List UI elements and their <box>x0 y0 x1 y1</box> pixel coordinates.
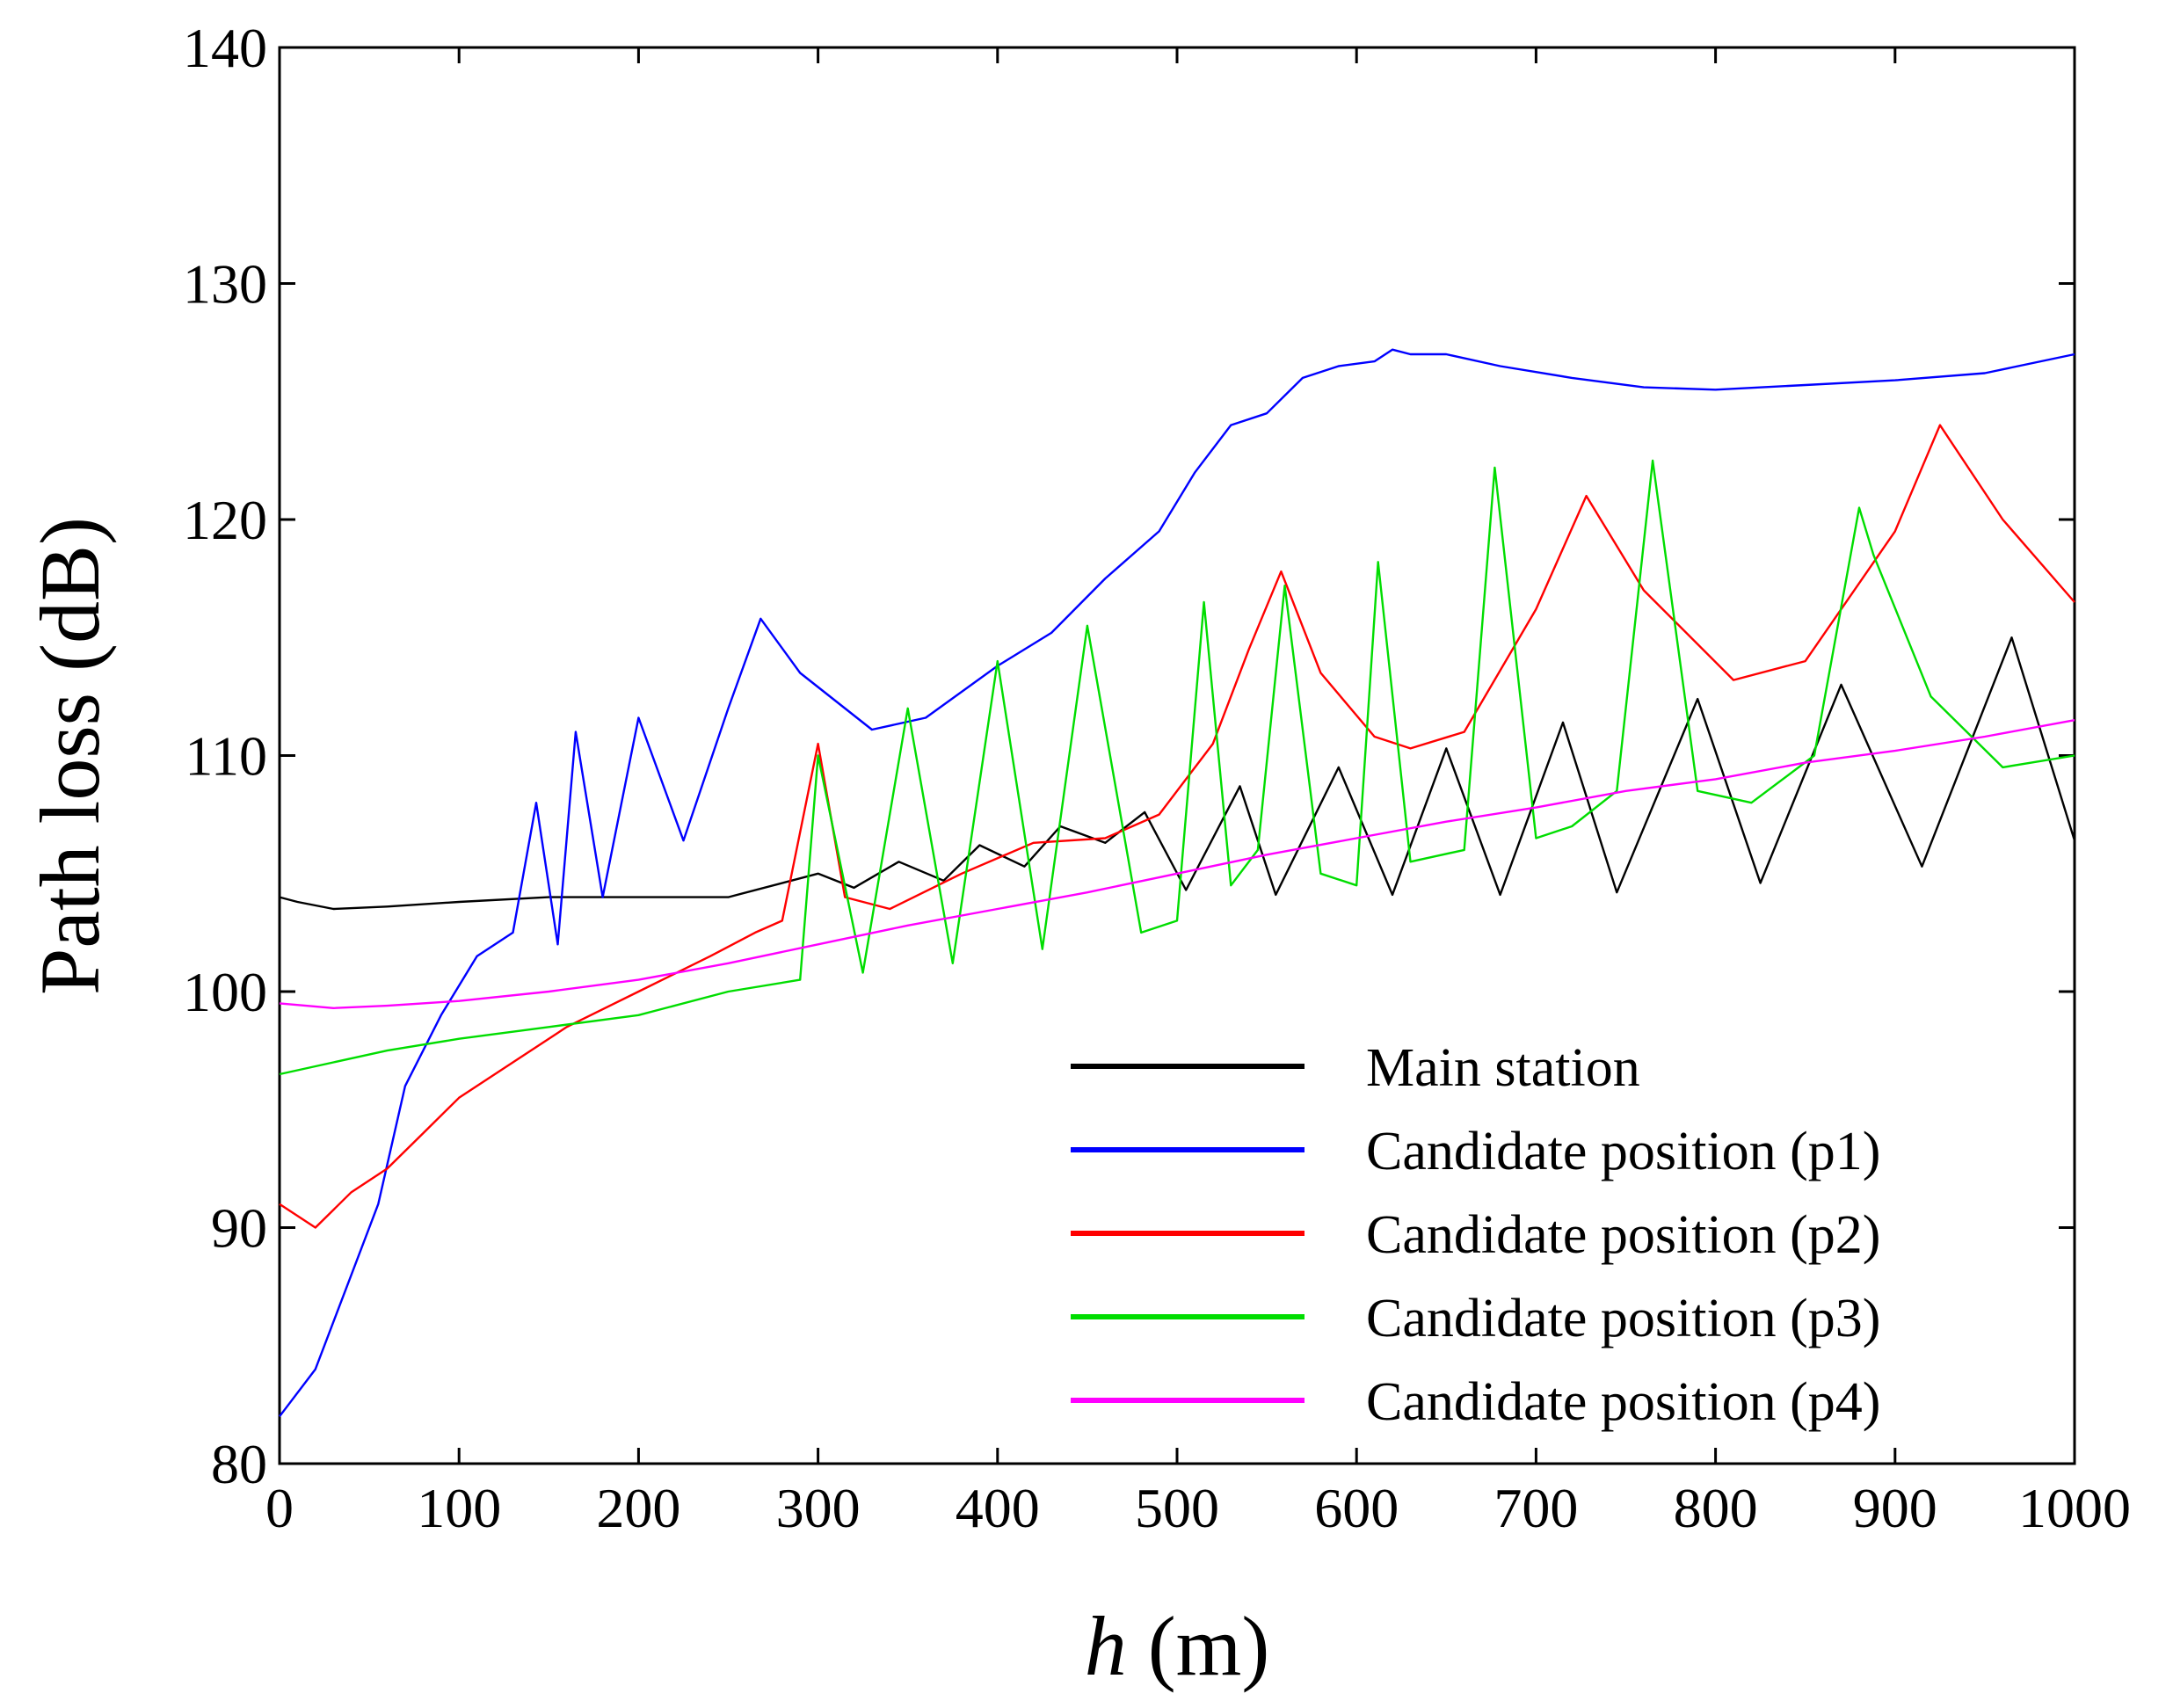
y-tick-label: 90 <box>211 1197 267 1260</box>
series-group <box>279 348 2076 1418</box>
series-line-2 <box>279 424 2075 1229</box>
x-tick-label: 800 <box>1674 1477 1758 1539</box>
series-line-1 <box>279 348 2075 1418</box>
legend-label-3: Candidate position (p3) <box>1366 1289 1880 1348</box>
series-line-3 <box>279 459 2075 1076</box>
y-tick-label: 100 <box>183 961 267 1023</box>
x-tick-label: 300 <box>776 1477 861 1539</box>
x-tick-label: 100 <box>417 1477 501 1539</box>
x-tick-label: 0 <box>265 1477 294 1539</box>
y-tick-label: 130 <box>183 253 267 316</box>
series-line-4 <box>279 719 2075 1010</box>
legend-label-1: Candidate position (p1) <box>1366 1122 1880 1181</box>
x-tick-label: 700 <box>1493 1477 1578 1539</box>
y-tick-label: 80 <box>211 1433 267 1495</box>
legend-label-0: Main station <box>1366 1038 1640 1098</box>
x-axis-label: h (m) <box>1085 1599 1270 1693</box>
x-tick-label: 900 <box>1853 1477 1937 1539</box>
x-axis-variable: h <box>1085 1599 1127 1693</box>
x-tick-label: 500 <box>1135 1477 1219 1539</box>
axis-ticks: 0 100 200 300 400 500 600 700 800 900 1000 80 90 100 1… <box>183 17 2131 1539</box>
x-tick-label: 600 <box>1314 1477 1399 1539</box>
series-line-0 <box>279 636 2076 911</box>
legend-label-2: Candidate position (p2) <box>1366 1205 1880 1265</box>
y-tick-label: 140 <box>183 17 267 79</box>
legend: Main station Candidate position (p1) Candi… <box>1071 1038 1880 1432</box>
x-tick-label: 200 <box>596 1477 680 1539</box>
x-tick-label: 1000 <box>2018 1477 2131 1539</box>
x-axis-unit: (m) <box>1127 1599 1270 1693</box>
y-tick-label: 120 <box>183 489 267 551</box>
x-tick-label: 400 <box>956 1477 1040 1539</box>
y-axis-label: Path loss (dB) <box>23 517 117 995</box>
y-tick-label: 110 <box>185 725 267 788</box>
legend-label-4: Candidate position (p4) <box>1366 1372 1880 1432</box>
